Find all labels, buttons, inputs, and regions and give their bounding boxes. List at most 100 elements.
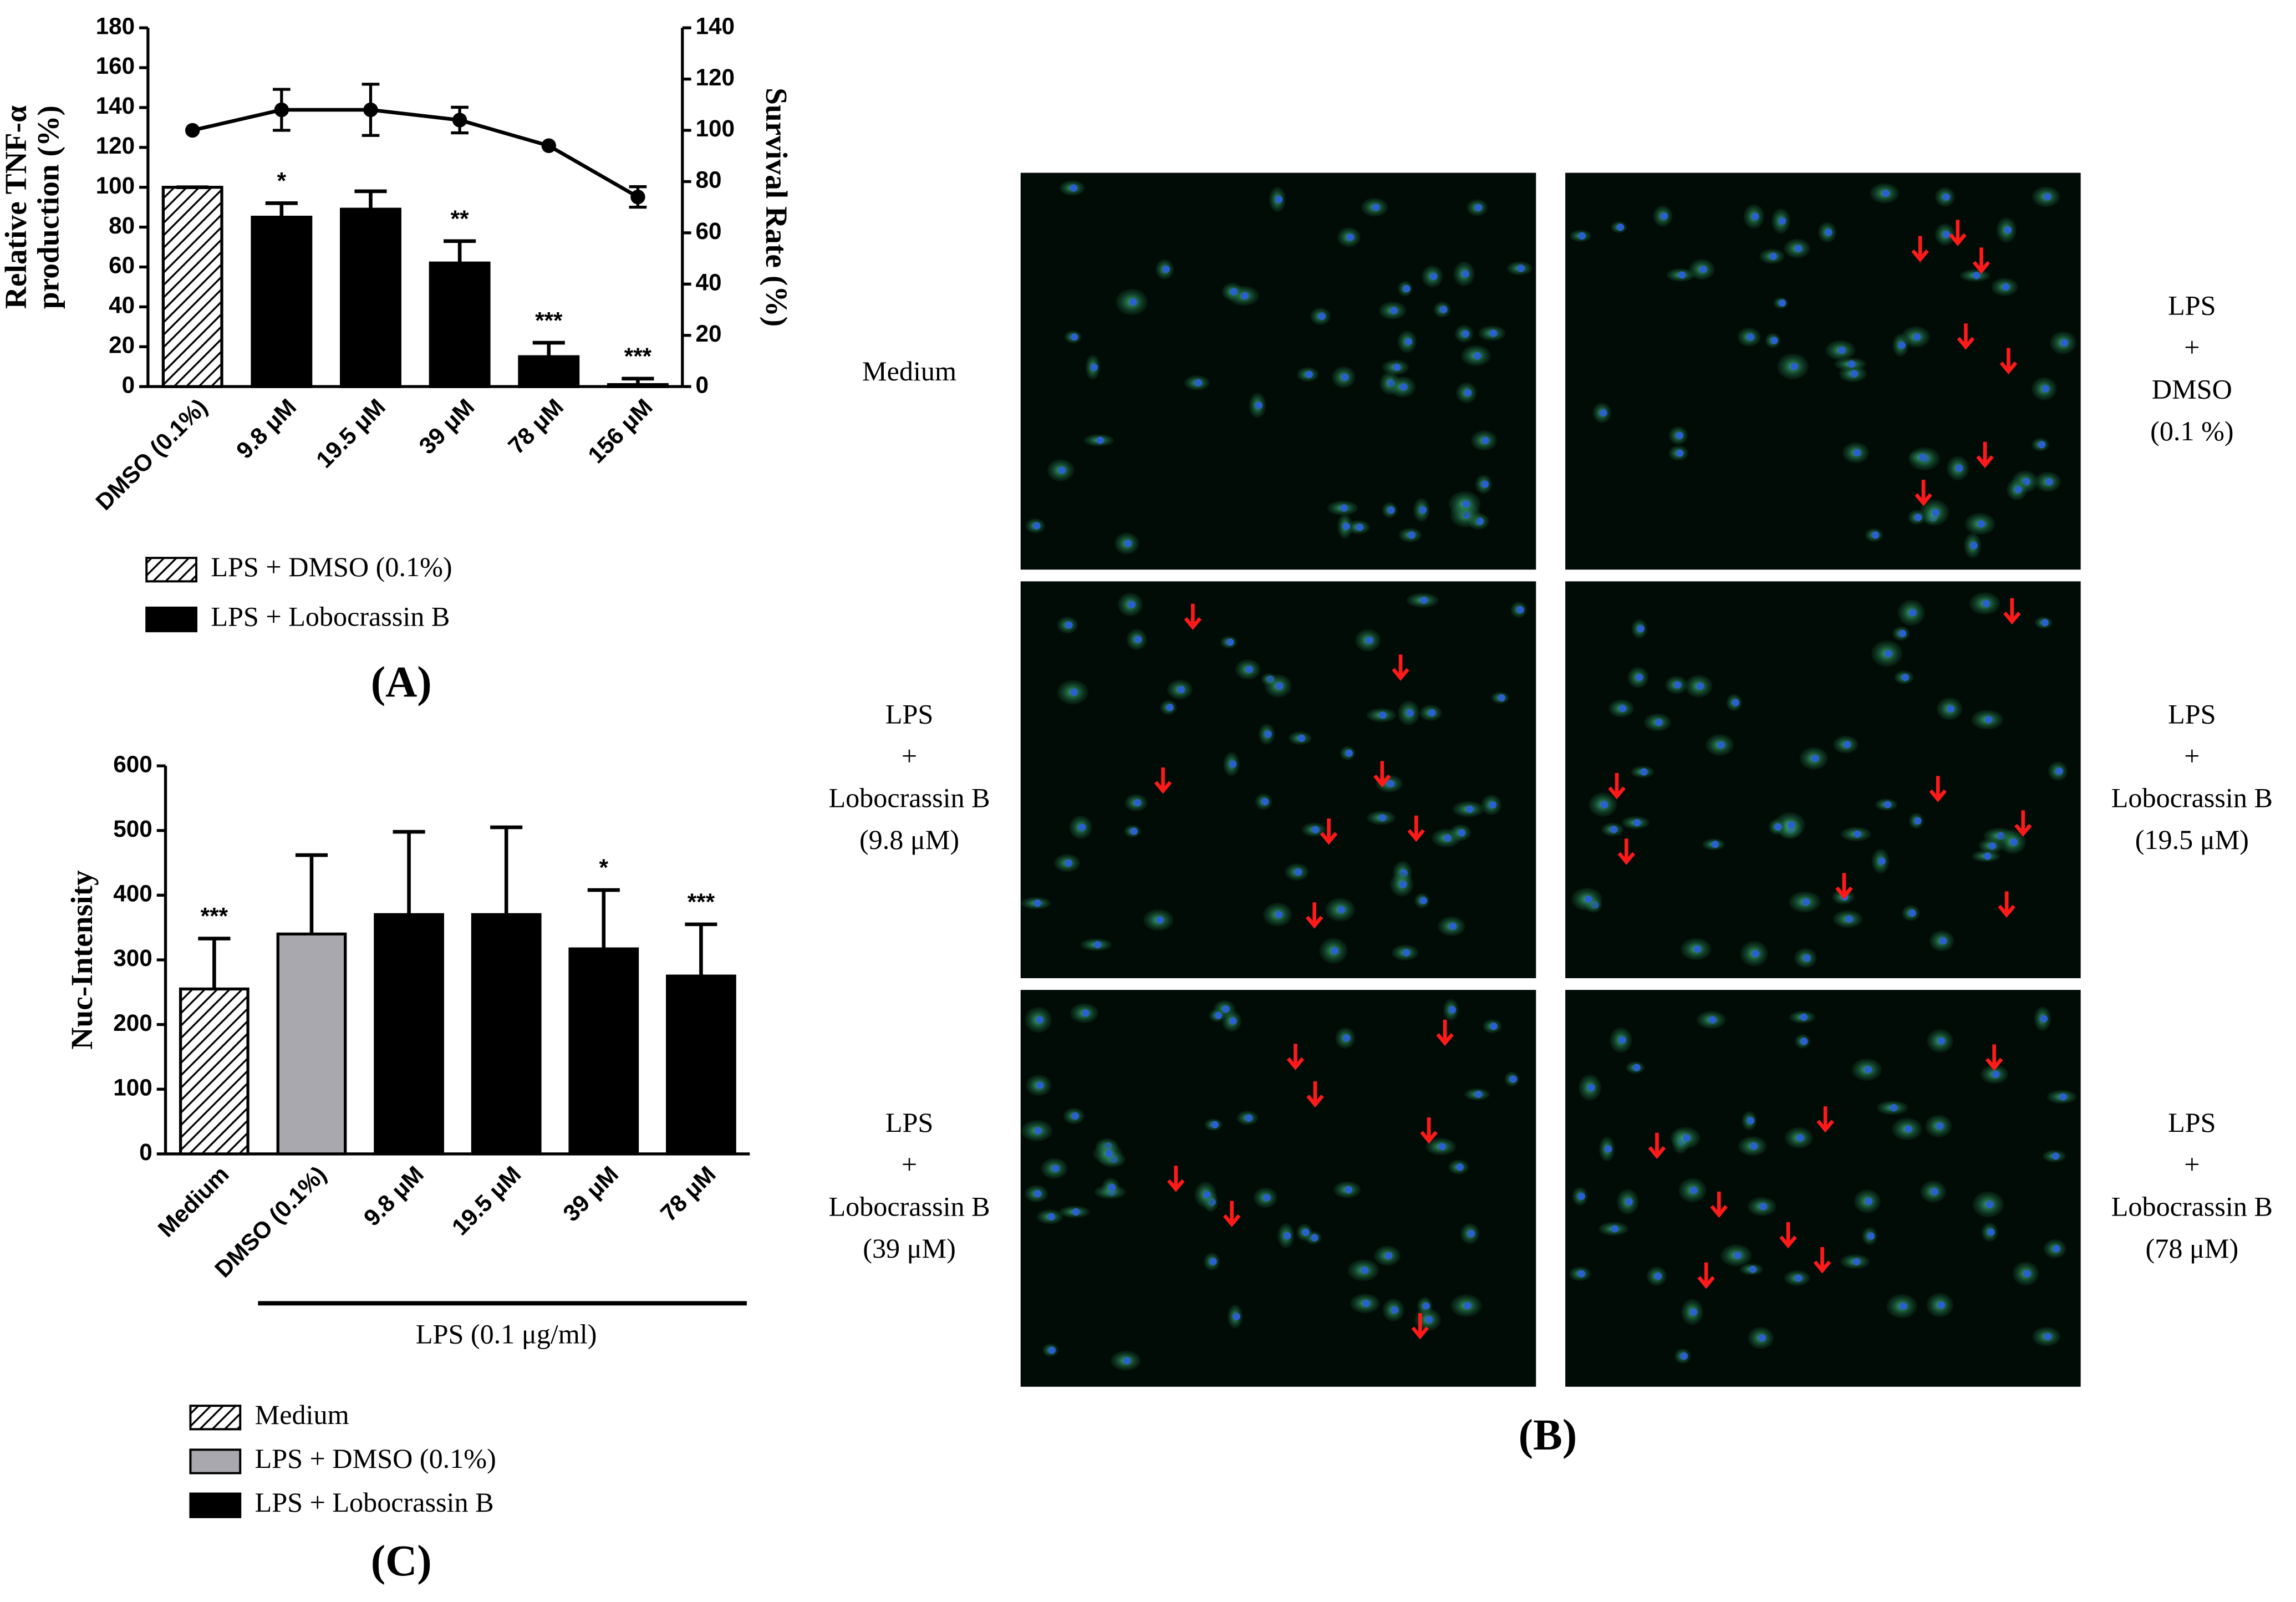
nucleus <box>1752 950 1760 958</box>
nucleus <box>1233 1313 1240 1320</box>
nucleus <box>1462 330 1469 338</box>
nucleus <box>1616 223 1625 231</box>
nucleus <box>1403 284 1411 293</box>
panel-label: (C) <box>371 1537 432 1585</box>
nucleus <box>2010 838 2018 846</box>
y-tick-label: 80 <box>109 212 135 238</box>
nucleus <box>1444 834 1452 842</box>
bar <box>607 383 669 388</box>
nucleus <box>1082 1009 1090 1017</box>
nucleus <box>1587 1084 1595 1091</box>
nucleus <box>1372 204 1380 211</box>
nucleus <box>1065 621 1073 629</box>
nucleus <box>1882 189 1890 197</box>
nucleus <box>1130 827 1138 835</box>
nucleus <box>1747 333 1754 341</box>
error-bar <box>685 922 717 977</box>
y-tick-label: 500 <box>113 816 152 842</box>
nucleus <box>1403 949 1411 957</box>
nucleus <box>1245 665 1253 673</box>
nucleus <box>1422 1302 1430 1310</box>
nucleus <box>1986 1201 1994 1208</box>
nucleus <box>1600 409 1607 417</box>
nucleus <box>1338 906 1346 914</box>
nucleus <box>1610 826 1618 833</box>
nucleus <box>1956 464 1963 472</box>
significance: * <box>599 855 609 881</box>
nucleus <box>1276 682 1284 690</box>
condition-label: + <box>2184 1149 2200 1180</box>
nucleus <box>1717 741 1725 749</box>
nucleus <box>1752 212 1759 221</box>
nucleus <box>1803 954 1811 962</box>
nucleus <box>2045 478 2053 486</box>
nucleus <box>1275 196 1283 204</box>
red-arrow <box>1999 348 2018 375</box>
nucleus <box>1774 823 1782 831</box>
nucleus <box>1758 1334 1766 1342</box>
significance: ** <box>451 206 469 232</box>
nucleus <box>1229 1017 1237 1025</box>
bar <box>666 974 736 1156</box>
nucleus <box>1947 705 1955 713</box>
nucleus <box>1867 1232 1875 1240</box>
nucleus <box>1901 673 1910 682</box>
red-arrow <box>1305 902 1323 929</box>
nucleus <box>1071 1112 1080 1120</box>
y-tick-label: 140 <box>96 93 135 119</box>
nucleus <box>1625 1198 1633 1206</box>
legend-label: LPS + Lobocrassin B <box>211 601 450 632</box>
nucleus <box>1096 436 1104 444</box>
red-arrow <box>1373 761 1391 787</box>
nucleus <box>1937 1301 1945 1309</box>
nucleus <box>1065 859 1072 867</box>
nucleus <box>1864 1066 1872 1074</box>
x-tick-label: DMSO (0.1%) <box>90 394 212 515</box>
nucleus <box>1585 896 1592 903</box>
nucleus <box>1633 1064 1641 1071</box>
nucleus <box>1509 1075 1518 1083</box>
nucleus <box>1241 292 1249 300</box>
nucleus <box>1214 1011 1223 1019</box>
nucleus <box>2061 339 2069 347</box>
nucleus <box>1408 531 1416 539</box>
nucleus <box>1611 1225 1619 1233</box>
nucleus <box>1942 193 1951 201</box>
nucleus <box>1345 1186 1352 1194</box>
bar <box>374 913 444 1156</box>
red-arrow <box>2003 598 2021 625</box>
y-tick-label: 300 <box>113 945 152 971</box>
y-axis-label: Relative TNF-α <box>0 105 33 309</box>
nucleus <box>1331 947 1339 955</box>
nucleus <box>1655 719 1663 726</box>
condition-label: LPS <box>2168 290 2216 321</box>
nucleus <box>1211 1121 1219 1128</box>
nucleus <box>1900 1302 1907 1310</box>
nucleus <box>1162 266 1170 273</box>
x-tick-label: 39 μM <box>414 394 480 459</box>
nucleus <box>1458 829 1466 837</box>
nucleus <box>1938 1037 1946 1045</box>
nucleus <box>1932 508 1939 516</box>
line-marker <box>630 189 645 205</box>
red-arrow <box>1972 247 1990 274</box>
red-arrow <box>1816 1106 1834 1133</box>
nucleus <box>1693 945 1702 953</box>
red-arrow <box>1436 1019 1454 1046</box>
condition-label: Lobocrassin B <box>828 1191 990 1222</box>
red-arrow <box>1813 1247 1831 1274</box>
nucleus <box>1750 1142 1758 1150</box>
nucleus <box>1795 245 1803 252</box>
red-arrow <box>1957 323 1975 350</box>
condition-label: LPS <box>885 1107 933 1138</box>
red-arrow <box>1617 838 1636 865</box>
nucleus <box>1802 898 1810 906</box>
red-arrow <box>1154 767 1172 794</box>
nucleus <box>1800 1038 1808 1045</box>
y-tick-label: 0 <box>139 1139 152 1165</box>
nucleus <box>1194 379 1202 387</box>
condition-label: (78 μM) <box>2146 1233 2239 1264</box>
y-axis-label: production (%) <box>31 105 65 309</box>
nucleus <box>1263 1194 1271 1202</box>
line-marker <box>185 123 200 138</box>
